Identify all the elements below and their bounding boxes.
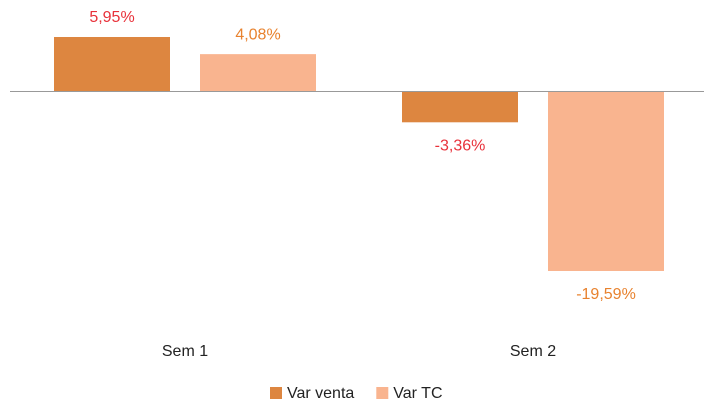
value-label: -3,36% (435, 138, 486, 155)
value-label: -19,59% (576, 286, 636, 303)
x-tick-label: Sem 1 (162, 343, 208, 360)
value-label: 5,95% (89, 9, 134, 26)
legend-label: Var venta (287, 385, 354, 402)
bar (402, 91, 518, 123)
value-label: 4,08% (235, 26, 280, 43)
bar (548, 91, 664, 271)
legend-swatch (270, 387, 282, 399)
bar (200, 54, 316, 92)
bar (54, 37, 170, 92)
legend-label: Var TC (393, 385, 442, 402)
legend-swatch (376, 387, 389, 399)
x-tick-label: Sem 2 (510, 343, 556, 360)
